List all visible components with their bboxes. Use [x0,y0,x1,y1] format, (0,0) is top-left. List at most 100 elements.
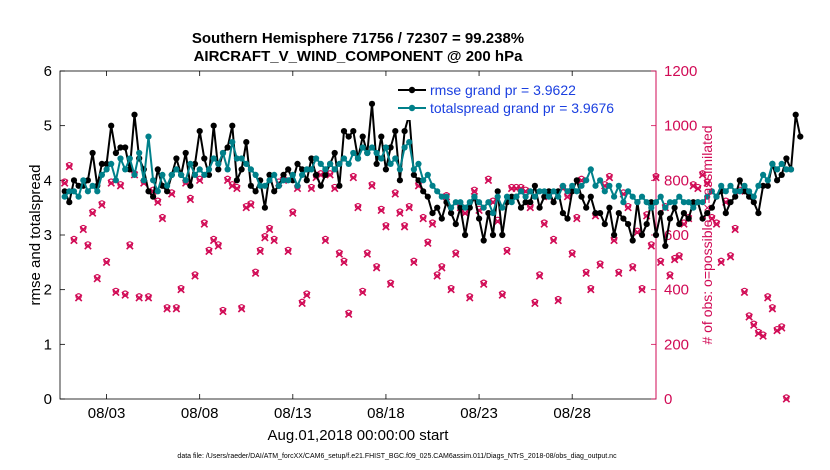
series-point-rmse [126,166,133,173]
series-point-totalspread [159,171,166,178]
series-point-rmse [84,177,91,184]
obs-count-point [698,170,707,179]
obs-count-point [777,323,786,332]
series-point-rmse [545,188,553,195]
series-point-totalspread [774,166,781,173]
series-point-rmse [778,171,785,178]
series-point-rmse [98,160,105,167]
series-point-rmse [280,171,287,178]
series-point-totalspread [103,166,110,173]
series-point-totalspread [392,155,399,162]
series-point-totalspread [592,182,599,189]
series-point-totalspread [140,177,147,184]
series-point-rmse [699,215,706,222]
obs-count-point [372,263,381,272]
obs-count-point [377,205,386,215]
obs-count-point [321,235,330,245]
obs-count-point [540,219,549,228]
series-point-rmse [592,210,599,217]
series-point-totalspread [722,188,729,195]
obs-count-point [675,252,684,261]
obs-count-point [358,287,367,297]
series-point-totalspread [150,177,157,184]
series-point-rmse [191,160,199,167]
series-point-rmse [303,177,310,184]
obs-count-point [265,224,274,234]
obs-count-point [568,249,576,258]
obs-count-point [470,186,479,196]
series-point-totalspread [89,182,96,189]
y-tick-label: 1 [44,336,52,353]
series-point-rmse [648,199,655,206]
series-point-totalspread [620,199,627,206]
series-point-totalspread [648,204,655,211]
obs-count-point [563,192,572,201]
obs-count-point [298,298,306,308]
series-point-totalspread [266,177,273,184]
obs-count-point [638,284,646,294]
series-point-totalspread [787,166,795,173]
series-point-rmse [122,144,129,151]
obs-count-point [368,181,376,190]
series-point-totalspread [327,160,334,167]
obs-count-point [400,222,409,231]
series-point-totalspread [732,188,739,195]
series-point-totalspread [597,177,604,184]
series-point-totalspread [345,160,352,167]
series-point-totalspread [522,193,529,200]
series-point-totalspread [406,139,413,146]
series-point-rmse [783,155,790,162]
series-point-rmse [89,149,96,157]
obs-count-point [596,260,604,269]
series-point-rmse [215,166,222,173]
obs-count-point [405,202,413,212]
obs-count-point [363,249,372,258]
series-point-totalspread [108,160,115,167]
obs-count-point [666,271,674,280]
series-point-totalspread [187,160,194,167]
series-point-rmse [438,215,445,222]
series-point-totalspread [764,177,771,184]
series-point-rmse [424,193,431,200]
series-point-totalspread [359,144,366,151]
series-point-rmse [797,133,804,140]
obs-count-point [386,279,395,288]
series-point-totalspread [98,171,105,178]
series-point-rmse [466,204,473,211]
series-point-rmse [210,122,217,129]
series-point-rmse [527,199,534,206]
series-point-rmse [415,177,422,184]
obs-count-point [307,183,316,193]
series-point-rmse [601,221,608,228]
x-tick-label: 08/28 [553,405,591,422]
series-point-totalspread [503,193,511,200]
obs-count-point [731,224,739,234]
obs-count-point [163,304,171,313]
series-point-rmse [680,210,688,217]
obs-count-point [652,172,660,182]
series-point-totalspread [70,188,78,195]
obs-count-point [535,271,544,280]
series-point-totalspread [219,149,227,157]
obs-count-point [503,246,511,256]
obs-count-point [349,172,358,182]
obs-count-point [154,197,162,206]
series-point-totalspread [499,204,506,211]
obs-count-point [554,295,562,305]
series-point-totalspread [587,166,594,173]
obs-count-point [759,331,767,340]
series-point-totalspread [550,188,557,195]
series-point-rmse [145,188,152,195]
series-point-totalspread [448,204,455,211]
series-point-totalspread [755,182,762,189]
series-point-rmse [410,171,417,178]
obs-count-point [144,293,153,302]
series-point-rmse [499,231,506,239]
series-point-rmse [331,149,338,157]
y-tick-label-right: 1000 [664,118,697,135]
series-point-totalspread [606,182,613,189]
series-point-totalspread [84,188,91,195]
series-point-totalspread [238,155,245,162]
series-point-rmse [536,204,543,211]
